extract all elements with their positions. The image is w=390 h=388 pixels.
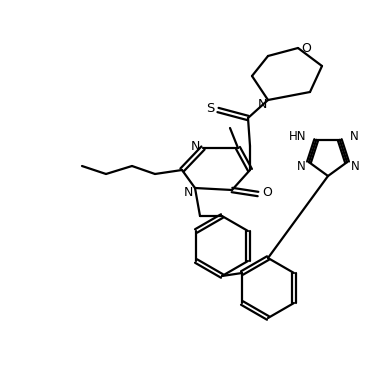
Text: N: N — [350, 130, 358, 143]
Text: N: N — [190, 140, 200, 152]
Text: O: O — [262, 187, 272, 199]
Text: N: N — [351, 160, 360, 173]
Text: N: N — [297, 160, 305, 173]
Text: S: S — [206, 102, 214, 116]
Text: O: O — [301, 42, 311, 54]
Text: N: N — [257, 99, 267, 111]
Text: N: N — [183, 185, 193, 199]
Text: HN: HN — [289, 130, 306, 143]
